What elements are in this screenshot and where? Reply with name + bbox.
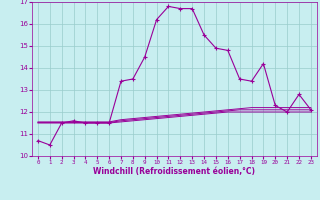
X-axis label: Windchill (Refroidissement éolien,°C): Windchill (Refroidissement éolien,°C): [93, 167, 255, 176]
